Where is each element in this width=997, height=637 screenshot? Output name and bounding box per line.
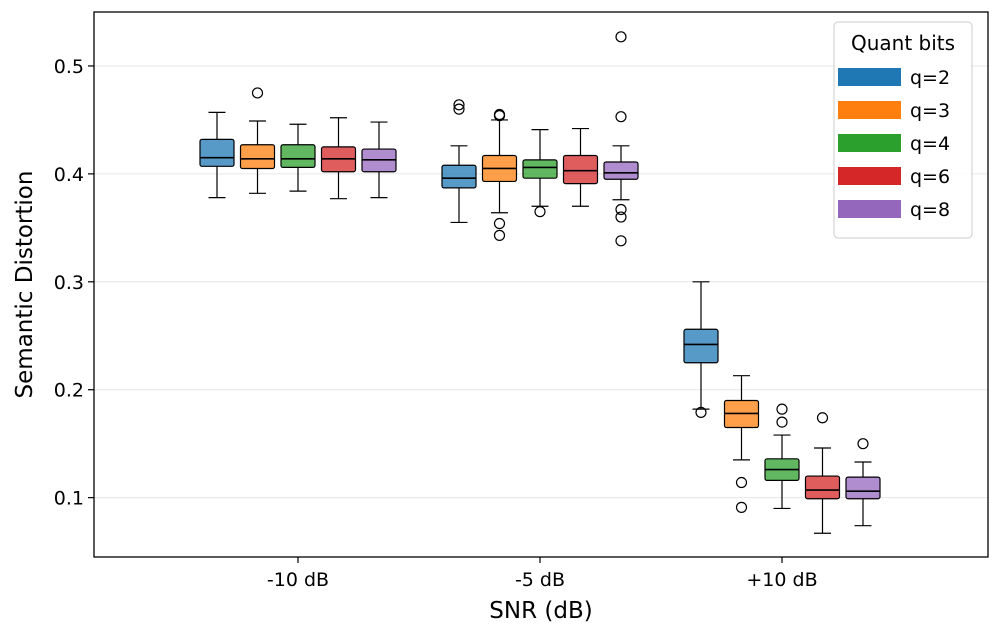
box-q=2--5 dB	[441, 99, 477, 224]
plot-frame	[93, 11, 989, 558]
box-iqr	[683, 328, 719, 364]
y-tick-label: 0.5	[54, 56, 84, 78]
box-q=4--5 dB	[522, 129, 558, 218]
y-tick-label: 0.2	[54, 380, 84, 402]
box-iqr	[239, 144, 276, 170]
box-q=3-+10 dB	[723, 375, 760, 513]
legend-label: q=2	[910, 67, 950, 89]
y-tick-label: 0.1	[54, 488, 84, 510]
box-q=6--10 dB	[320, 117, 357, 200]
box-q=6-+10 dB	[804, 412, 841, 534]
outlier-point	[816, 412, 829, 424]
box-iqr	[199, 138, 235, 167]
outlier-point	[615, 31, 627, 43]
x-tick-label: +10 dB	[746, 569, 817, 591]
legend-swatch	[838, 134, 901, 152]
box-iqr	[603, 161, 639, 180]
outlier-point	[453, 99, 465, 111]
outlier-point	[493, 229, 506, 241]
outlier-point	[615, 211, 627, 223]
legend-item-q=6: q=6	[838, 166, 950, 188]
box-q=3--10 dB	[239, 87, 276, 194]
outlier-point	[695, 406, 707, 418]
outlier-point	[534, 206, 546, 218]
outlier-point	[776, 416, 788, 428]
box-q=4--10 dB	[280, 123, 316, 192]
legend-label: q=8	[910, 199, 950, 221]
legend-entries: q=2 q=3 q=4 q=6 q=8	[838, 67, 950, 221]
x-tick-label: -10 dB	[267, 569, 329, 591]
legend-item-q=3: q=3	[838, 100, 950, 122]
x-tick-label: -5 dB	[515, 569, 565, 591]
box-q=2--10 dB	[199, 111, 235, 199]
outlier-point	[453, 103, 465, 115]
outlier-point	[493, 217, 506, 230]
box-q=4-+10 dB	[764, 403, 800, 510]
outlier-point	[493, 108, 506, 121]
box-q=2-+10 dB	[683, 281, 719, 418]
legend-label: q=4	[910, 133, 950, 155]
legend: Quant bits q=2 q=3 q=4 q=6 q=8	[833, 21, 973, 239]
legend-item-q=2: q=2	[838, 67, 950, 89]
box-q=8--10 dB	[361, 121, 397, 199]
outlier-point	[776, 403, 788, 415]
box-iqr	[280, 144, 316, 169]
outlier-point	[615, 235, 627, 247]
box-iqr	[441, 164, 477, 189]
box-q=8--5 dB	[603, 31, 639, 247]
y-tick-label: 0.3	[54, 272, 84, 294]
legend-label: q=3	[910, 100, 950, 122]
outlier-point	[615, 111, 627, 123]
tick-layer: 0.1 0.2 0.3 0.4 0.5 -10 dB -5 dB +10 dB	[54, 56, 818, 591]
legend-item-q=4: q=4	[838, 133, 950, 155]
box-q=6--5 dB	[562, 127, 599, 207]
box-layer	[199, 31, 881, 534]
box-iqr	[845, 476, 881, 500]
outlier-point	[735, 501, 748, 513]
y-axis-title: Semantic Distortion	[12, 171, 38, 399]
outlier-point	[857, 438, 869, 450]
outlier-point	[735, 476, 748, 489]
legend-title: Quant bits	[851, 31, 955, 55]
legend-swatch	[838, 68, 901, 86]
legend-swatch	[838, 167, 901, 185]
y-tick-label: 0.4	[54, 164, 84, 186]
legend-item-q=8: q=8	[838, 199, 950, 221]
box-q=8-+10 dB	[845, 438, 881, 527]
box-q=3--5 dB	[481, 108, 518, 241]
legend-swatch	[838, 101, 901, 119]
outlier-point	[251, 87, 264, 99]
legend-swatch	[838, 200, 901, 218]
x-axis-title: SNR (dB)	[489, 598, 592, 624]
box-iqr	[562, 154, 599, 185]
box-iqr	[522, 159, 558, 179]
outlier-point	[615, 203, 627, 216]
legend-label: q=6	[910, 166, 950, 188]
box-iqr	[804, 475, 841, 500]
